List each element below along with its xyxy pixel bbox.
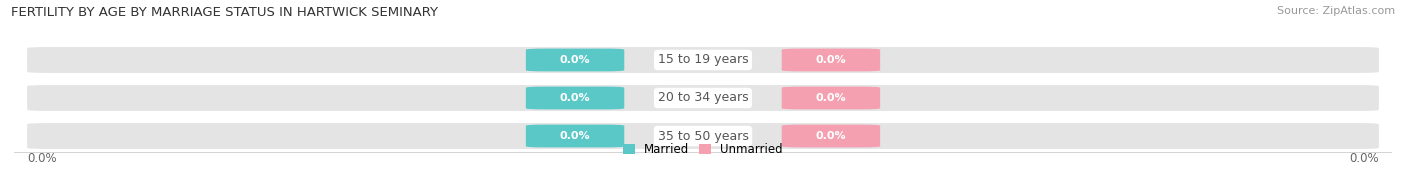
FancyBboxPatch shape [782,125,880,147]
Text: 0.0%: 0.0% [560,93,591,103]
Legend: Married, Unmarried: Married, Unmarried [619,139,787,161]
FancyBboxPatch shape [27,123,1379,149]
Text: 35 to 50 years: 35 to 50 years [658,130,748,142]
FancyBboxPatch shape [526,125,624,147]
FancyBboxPatch shape [27,85,1379,111]
FancyBboxPatch shape [782,49,880,71]
Text: 0.0%: 0.0% [815,93,846,103]
Text: 0.0%: 0.0% [815,131,846,141]
Text: 15 to 19 years: 15 to 19 years [658,54,748,66]
Text: 0.0%: 0.0% [27,152,56,165]
Text: Source: ZipAtlas.com: Source: ZipAtlas.com [1277,6,1395,16]
Text: 0.0%: 0.0% [815,55,846,65]
FancyBboxPatch shape [782,87,880,109]
FancyBboxPatch shape [526,87,624,109]
Text: 0.0%: 0.0% [1350,152,1379,165]
Text: FERTILITY BY AGE BY MARRIAGE STATUS IN HARTWICK SEMINARY: FERTILITY BY AGE BY MARRIAGE STATUS IN H… [11,6,439,19]
Text: 0.0%: 0.0% [560,131,591,141]
FancyBboxPatch shape [27,47,1379,73]
FancyBboxPatch shape [526,49,624,71]
Text: 20 to 34 years: 20 to 34 years [658,92,748,104]
Text: 0.0%: 0.0% [560,55,591,65]
